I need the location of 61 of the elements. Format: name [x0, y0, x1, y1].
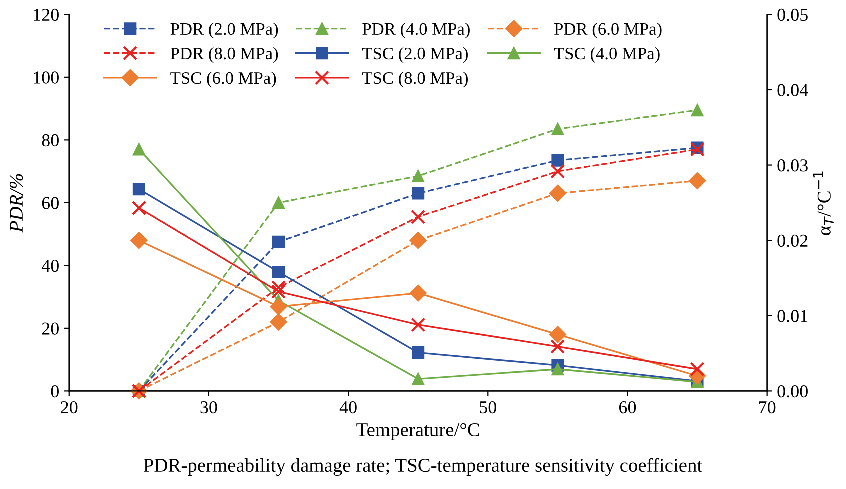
point — [411, 210, 426, 224]
y2-tick-label: 0.00 — [778, 385, 808, 398]
point — [690, 142, 705, 157]
y-tick-label: 60 — [42, 197, 59, 210]
text: PDR-permeability damage rate; TSC-temperature sensitivity coefficient — [144, 458, 703, 476]
y2-tick-label: 0.03 — [778, 160, 808, 172]
point — [132, 183, 146, 196]
legend-label: PDR (2.0 MPa) — [170, 22, 278, 39]
legend-label: PDR (6.0 MPa) — [554, 22, 662, 39]
point — [690, 362, 705, 377]
point — [272, 196, 286, 210]
point — [271, 280, 286, 295]
point — [411, 318, 426, 332]
point — [552, 363, 564, 376]
y2-tick-label: 0.02 — [778, 234, 808, 248]
legend-label: TSC (8.0 MPa) — [362, 72, 468, 88]
point — [410, 232, 427, 250]
point — [270, 298, 288, 316]
x-tick-label: 70 — [759, 401, 776, 414]
point — [550, 164, 566, 179]
point — [691, 104, 704, 117]
legend-label: PDR (8.0 MPa) — [170, 47, 278, 64]
point — [132, 143, 146, 156]
point — [271, 284, 286, 300]
point — [410, 284, 427, 302]
point — [549, 184, 566, 202]
point — [550, 339, 566, 354]
x-axis-title: Temperature/°C — [356, 423, 480, 440]
x-tick-label: 60 — [619, 401, 636, 414]
y2-tick-label: 0.05 — [778, 8, 808, 22]
point — [688, 172, 706, 190]
x-tick-label: 50 — [480, 401, 496, 414]
point — [130, 232, 148, 250]
y-axis-title: PDR/% — [10, 174, 24, 233]
x-tick-label: 30 — [200, 401, 218, 414]
y2-tick-label: 0.04 — [778, 84, 808, 96]
y-tick-label: 0 — [51, 385, 59, 398]
point — [272, 236, 286, 248]
y-tick-label: 80 — [42, 134, 59, 147]
x-tick-label: 20 — [61, 401, 78, 414]
point — [412, 187, 425, 200]
legend-label: TSC (4.0 MPa) — [554, 47, 660, 64]
point — [549, 326, 566, 344]
y2-tick-label: 0.01 — [778, 310, 808, 322]
point — [412, 170, 425, 183]
point — [552, 154, 564, 167]
y-tick-label: 20 — [42, 322, 59, 335]
legend-label: PDR (4.0 MPa) — [362, 22, 470, 39]
point — [412, 372, 425, 386]
point — [272, 266, 286, 278]
y2-axis-title: α$_{T}$/°C$^{−1}$ — [813, 172, 834, 236]
y-tick-label: 100 — [34, 72, 59, 84]
point — [552, 122, 564, 136]
legend-label: TSC (2.0 MPa) — [362, 47, 468, 64]
x-tick-label: 40 — [340, 401, 357, 414]
point — [412, 346, 425, 360]
y-tick-label: 120 — [34, 8, 59, 22]
point — [270, 314, 288, 331]
legend-label: TSC (6.0 MPa) — [170, 72, 276, 88]
y-tick-label: 40 — [42, 260, 59, 272]
point — [132, 200, 146, 216]
